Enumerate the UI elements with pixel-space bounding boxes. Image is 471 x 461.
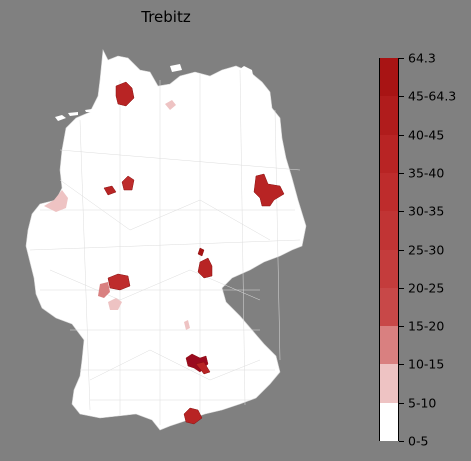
legend-tick-label: 30-35 [408, 203, 445, 219]
north-sea-islands [55, 109, 92, 121]
legend-color-segment [380, 134, 398, 173]
district-nuernberg-area [184, 320, 190, 330]
district-osnabrueck-area [103, 185, 117, 196]
legend-color-segment [380, 402, 398, 441]
legend-color-segment [380, 326, 398, 365]
legend-tick [399, 96, 404, 98]
legend-tick [399, 211, 404, 213]
legend-tick-label: 35-40 [408, 165, 445, 181]
legend-color-segment [380, 172, 398, 212]
district-leipzig-area [197, 247, 205, 257]
legend-tick-label: 5-10 [408, 395, 437, 411]
legend-tick-label: 0-5 [408, 433, 429, 449]
legend-color-segment [380, 287, 398, 327]
legend-color-segment [380, 249, 398, 288]
highlighted-districts [44, 81, 285, 425]
legend-color-segment [380, 58, 398, 97]
legend-tick [399, 326, 404, 328]
legend-tick-label: 25-30 [408, 242, 445, 257]
district-emsland-border [44, 190, 68, 212]
legend-tick-label: 40-45 [408, 127, 445, 143]
legend-tick-label: 64.3 [408, 50, 436, 66]
legend-tick [399, 249, 404, 251]
legend-tick [399, 58, 404, 59]
district-zwickau-area [197, 257, 213, 279]
legend-tick [399, 364, 404, 366]
district-bielefeld-area [121, 175, 135, 191]
legend-color-segment [380, 364, 398, 403]
legend-tick-label: 20-25 [408, 280, 445, 296]
district-boundaries [29, 69, 301, 425]
district-cottbus-area [253, 173, 285, 207]
legend-tick [399, 134, 404, 136]
legend-color-segment [380, 96, 398, 135]
map-title: Trebitz [141, 8, 191, 26]
germany-outline [25, 48, 307, 431]
legend-tick [399, 287, 404, 289]
district-frankfurt-area [107, 273, 131, 291]
legend-tick [399, 172, 404, 174]
district-darmstadt-area [108, 298, 122, 310]
legend-tick-label: 10-15 [408, 356, 445, 372]
baltic-island-fehmarn [170, 64, 182, 72]
legend-colorbar [379, 58, 399, 441]
district-wiesbaden-area [98, 282, 110, 298]
legend-tick-label: 15-20 [408, 318, 445, 334]
district-garmisch-area [183, 407, 203, 425]
district-munich-area [195, 361, 211, 375]
legend-tick [399, 441, 404, 442]
legend-tick-label: 45-64.3 [408, 88, 457, 104]
district-hamburg-area [115, 81, 135, 107]
legend-color-segment [380, 211, 398, 250]
district-lueneburg-area [165, 100, 176, 110]
baltic-island-ruegen [236, 66, 254, 86]
legend-tick [399, 402, 404, 404]
